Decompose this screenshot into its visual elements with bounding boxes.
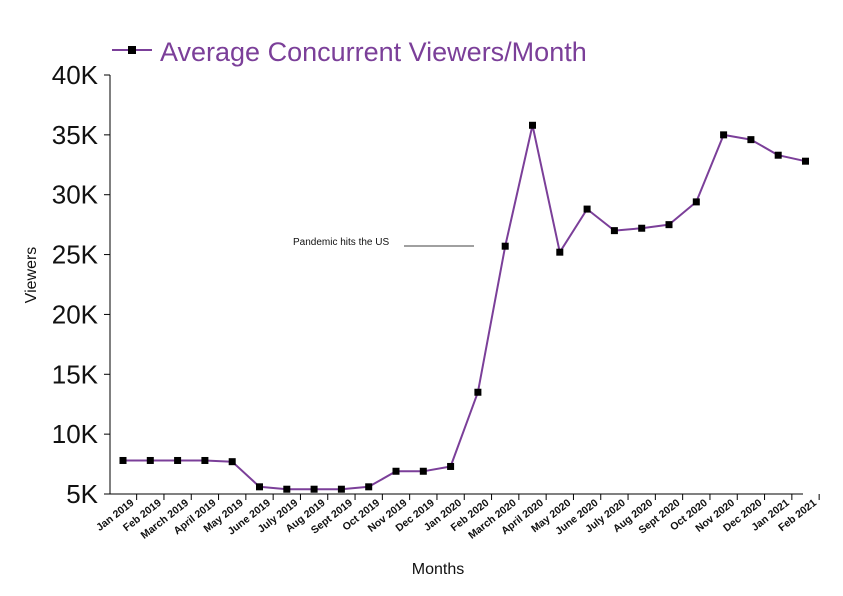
data-point-marker [146,456,154,464]
data-point-marker [419,467,427,475]
legend-label: Average Concurrent Viewers/Month [160,37,587,67]
data-point-marker [201,456,209,464]
data-point-marker [337,485,345,493]
data-point-marker [256,483,263,491]
data-point-marker [774,151,782,159]
data-point-marker [174,456,182,464]
series-line [123,124,806,491]
data-point-marker [802,157,809,165]
x-axis-label: Months [412,561,464,578]
data-point-marker [310,485,318,493]
data-point-marker [556,248,564,256]
data-point-marker [119,456,127,464]
y-tick-label: 25K [52,240,99,270]
data-point-marker [392,467,400,475]
data-point-marker [747,136,755,144]
legend-marker [128,46,136,54]
data-point-marker [529,121,536,129]
data-point-marker [638,224,646,232]
annotation-layer: Pandemic hits the US [293,237,474,248]
y-ticks: 5K 10K 15K 20K 25K 30K 35K 40K [52,60,110,509]
data-point-marker [474,388,482,396]
y-tick-label: 35K [52,120,99,150]
y-tick-label: 15K [52,359,99,389]
legend: Average Concurrent Viewers/Month [112,37,587,67]
y-axis-label: Viewers [23,247,40,304]
y-tick-label: 10K [52,419,99,449]
axes [109,75,803,495]
y-tick-label: 20K [52,299,99,329]
y-tick-label: 30K [52,180,99,210]
y-tick-label: 40K [52,60,99,90]
data-point-marker [501,242,509,250]
annotation-text: Pandemic hits the US [293,237,389,248]
data-point-marker [583,205,591,213]
data-point-marker [665,221,673,229]
data-point-marker [365,483,373,491]
data-point-marker [447,462,455,470]
y-tick-label: 5K [66,479,98,509]
data-point-marker [610,227,618,235]
data-point-marker [692,198,700,206]
series-layer [119,121,809,493]
data-point-marker [283,485,291,493]
data-point-marker [720,131,728,139]
data-point-marker [228,458,236,466]
